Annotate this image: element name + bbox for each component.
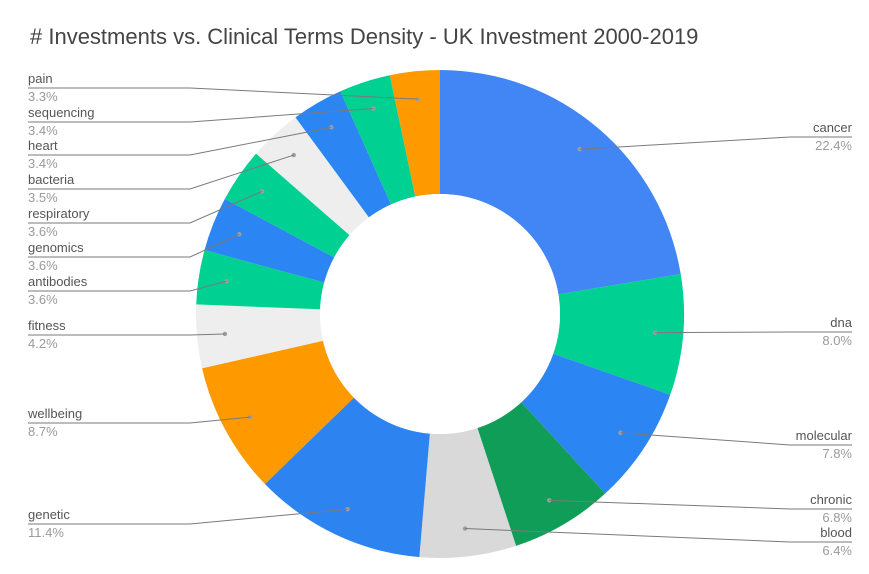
pct-heart: 3.4% bbox=[28, 156, 58, 171]
leader-dot-pain bbox=[415, 96, 420, 102]
label-antibodies: antibodies bbox=[28, 274, 88, 289]
slice-antibodies[interactable] bbox=[196, 250, 325, 310]
slice-wellbeing[interactable] bbox=[202, 340, 354, 484]
leader-line-cancer bbox=[579, 136, 852, 150]
pct-genetic: 11.4% bbox=[28, 525, 64, 540]
leader-line-heart bbox=[28, 126, 332, 156]
pct-molecular: 7.8% bbox=[822, 446, 852, 461]
leader-line-fitness bbox=[28, 333, 225, 336]
label-pain: pain bbox=[28, 71, 53, 86]
donut-hole bbox=[320, 194, 560, 434]
pct-bacteria: 3.5% bbox=[28, 190, 58, 205]
slice-bacteria[interactable] bbox=[256, 117, 369, 236]
pct-chronic: 6.8% bbox=[822, 510, 852, 525]
slice-genetic[interactable] bbox=[264, 397, 430, 558]
leader-line-sequencing bbox=[28, 108, 374, 123]
pct-wellbeing: 8.7% bbox=[28, 424, 58, 439]
pct-respiratory: 3.6% bbox=[28, 224, 58, 239]
slice-blood[interactable] bbox=[419, 428, 517, 558]
pct-fitness: 4.2% bbox=[28, 336, 58, 351]
leader-line-respiratory bbox=[28, 190, 263, 224]
label-bacteria: bacteria bbox=[28, 172, 75, 187]
label-genetic: genetic bbox=[28, 507, 70, 522]
leader-dot-antibodies bbox=[224, 279, 229, 284]
label-heart: heart bbox=[28, 138, 58, 153]
pct-dna: 8.0% bbox=[822, 333, 852, 348]
pct-cancer: 22.4% bbox=[815, 138, 852, 153]
label-dna: dna bbox=[830, 315, 852, 330]
label-sequencing: sequencing bbox=[28, 105, 95, 120]
slice-respiratory[interactable] bbox=[224, 153, 350, 258]
label-cancer: cancer bbox=[813, 120, 853, 135]
label-respiratory: respiratory bbox=[28, 206, 90, 221]
leader-dot-wellbeing bbox=[247, 414, 253, 420]
slice-pain[interactable] bbox=[389, 70, 440, 197]
pct-blood: 6.4% bbox=[822, 543, 852, 558]
label-wellbeing: wellbeing bbox=[27, 406, 82, 421]
label-genomics: genomics bbox=[28, 240, 84, 255]
label-chronic: chronic bbox=[810, 492, 852, 507]
pct-antibodies: 3.6% bbox=[28, 292, 58, 307]
label-blood: blood bbox=[820, 525, 852, 540]
leader-line-genomics bbox=[28, 233, 240, 258]
slice-fitness[interactable] bbox=[196, 304, 324, 369]
leader-line-genetic bbox=[28, 508, 348, 525]
leader-dot-molecular bbox=[618, 430, 623, 435]
slice-heart[interactable] bbox=[295, 91, 392, 218]
leader-line-dna bbox=[655, 331, 852, 334]
label-molecular: molecular bbox=[796, 428, 853, 443]
slice-genomics[interactable] bbox=[204, 198, 335, 283]
slice-cancer[interactable] bbox=[440, 70, 681, 295]
leader-line-bacteria bbox=[28, 154, 294, 190]
leader-line-pain bbox=[28, 87, 418, 100]
slice-molecular[interactable] bbox=[521, 353, 671, 494]
chart-title: # Investments vs. Clinical Terms Density… bbox=[30, 24, 699, 49]
slice-sequencing[interactable] bbox=[340, 75, 416, 205]
pct-sequencing: 3.4% bbox=[28, 123, 58, 138]
pct-genomics: 3.6% bbox=[28, 258, 58, 273]
pct-pain: 3.3% bbox=[28, 89, 58, 104]
leader-dot-chronic bbox=[547, 498, 552, 503]
label-fitness: fitness bbox=[28, 318, 66, 333]
slice-dna[interactable] bbox=[553, 273, 684, 395]
leader-line-antibodies bbox=[28, 280, 227, 292]
slice-chronic[interactable] bbox=[477, 402, 606, 546]
leader-line-blood bbox=[465, 528, 852, 543]
leader-line-wellbeing bbox=[28, 416, 251, 424]
leader-line-chronic bbox=[549, 499, 852, 510]
leader-line-molecular bbox=[620, 432, 852, 446]
